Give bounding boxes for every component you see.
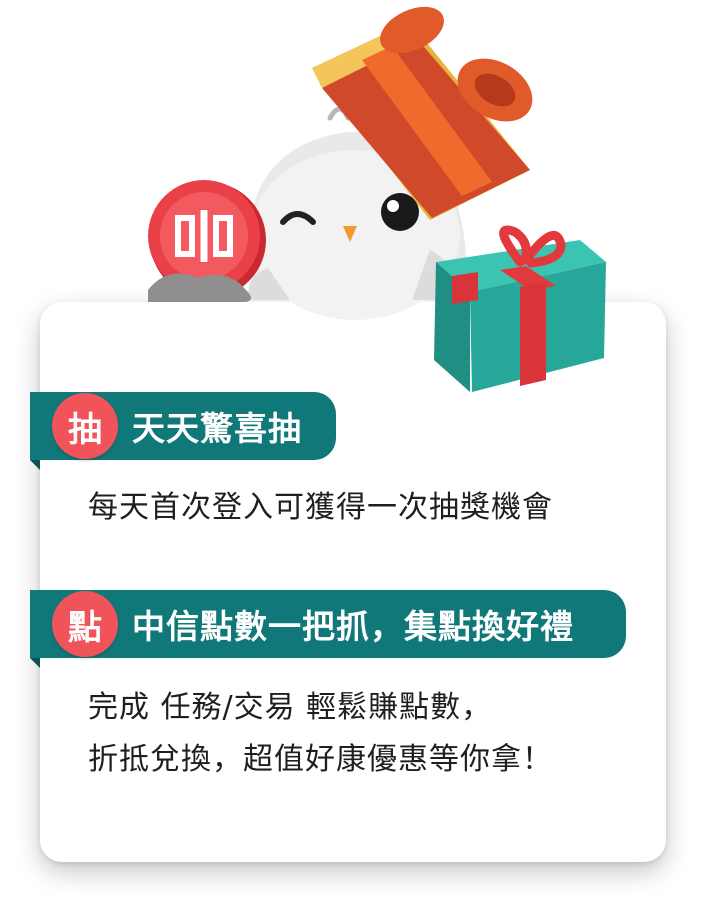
open-gift-box-icon (312, 6, 533, 220)
section-title-draw: 天天驚喜抽 (132, 409, 302, 448)
owl-mascot-icon (248, 104, 467, 320)
section-header-draw: 抽 天天驚喜抽 (30, 392, 336, 470)
section-header-points: 點 中信點數一把抓，集點換好禮 (30, 590, 626, 668)
badge-draw: 抽 (52, 393, 118, 459)
badge-points: 點 (52, 591, 118, 657)
desc-line-2: 折抵兌換，超值好康優惠等你拿！ (88, 742, 553, 777)
section-title-points: 中信點數一把抓，集點換好禮 (132, 607, 574, 646)
desc-line-1: 完成 任務/交易 輕鬆賺點數， (88, 690, 493, 725)
red-coin-icon (148, 180, 266, 302)
section-desc-draw: 每天首次登入可獲得一次抽獎機會 (88, 490, 553, 525)
section-desc-points: 完成 任務/交易 輕鬆賺點數， 折抵兌換，超值好康優惠等你拿！ (88, 682, 553, 786)
